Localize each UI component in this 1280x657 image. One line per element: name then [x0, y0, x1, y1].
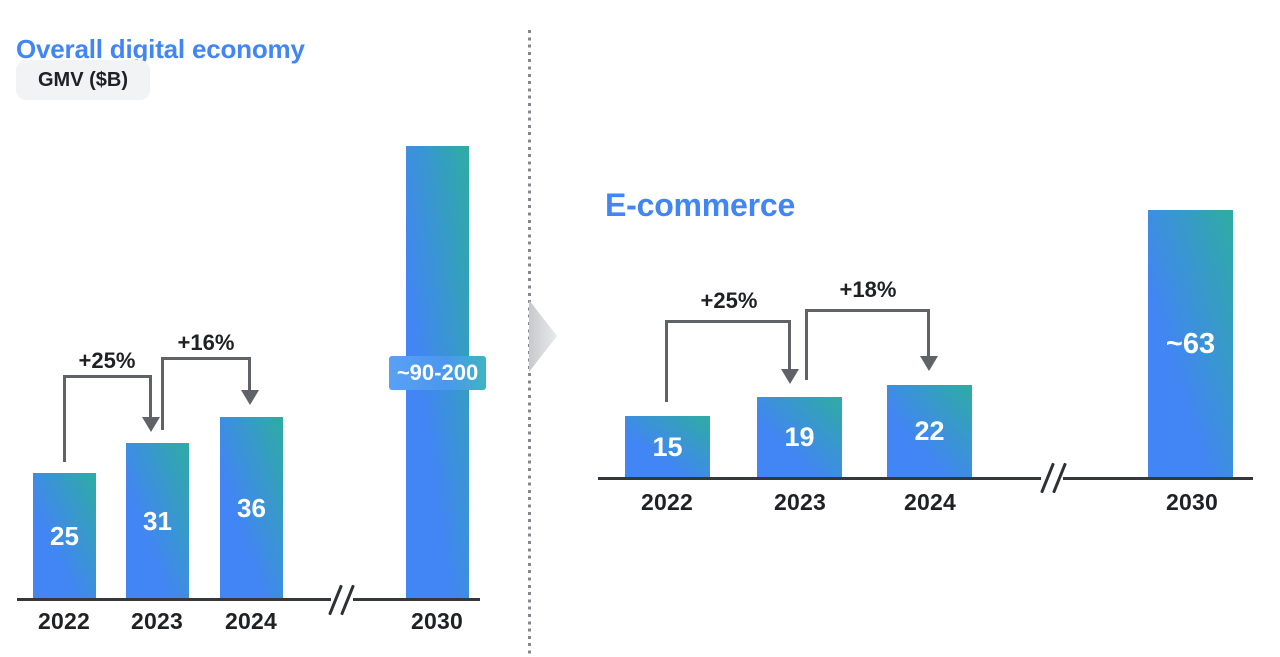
bar-value-label: 25 — [50, 521, 79, 551]
bar-overall-2030: ~90-200 — [388, 146, 487, 600]
bar-ecommerce-2024: 22 — [887, 385, 972, 478]
arrowhead-down-icon — [781, 369, 799, 384]
bracket-line — [805, 309, 930, 312]
bar-value-label: 36 — [237, 493, 266, 523]
x-tick-2023: 2023 — [131, 608, 183, 634]
chart-title-ecommerce: E-commerce — [605, 187, 796, 224]
arrowhead-down-icon — [241, 390, 259, 405]
growth-label: +16% — [177, 330, 235, 355]
bar-ecommerce-2030: ~63 — [1148, 210, 1233, 478]
x-tick-2024: 2024 — [904, 489, 956, 515]
x-tick-2022: 2022 — [38, 608, 90, 634]
bar-value-label: 19 — [784, 422, 815, 452]
gmv-unit-label: GMV ($B) — [38, 68, 128, 91]
bar-overall-2023: 31 — [126, 443, 189, 600]
bar-overall-2024: 36 — [220, 417, 283, 600]
bar-value-chip: ~90-200 — [388, 356, 487, 390]
x-axis-segment — [1063, 477, 1253, 480]
x-tick-2023: 2023 — [774, 489, 826, 515]
growth-label: +18% — [839, 277, 897, 302]
bracket-line — [161, 357, 251, 360]
chart-title-overall-digital-economy: Overall digital economy — [16, 34, 305, 65]
bar-value-label: 15 — [652, 431, 683, 462]
bar-ecommerce-2022: 15 — [625, 416, 710, 478]
x-axis-segment — [598, 477, 1041, 480]
bracket-line — [927, 309, 930, 357]
bar-value-label: 22 — [914, 416, 945, 446]
bar-value-label: ~63 — [1165, 327, 1216, 360]
x-axis-segment — [353, 598, 480, 601]
bracket-line — [805, 309, 808, 380]
x-tick-2030: 2030 — [411, 608, 463, 634]
bracket-line — [248, 357, 251, 391]
growth-label: +25% — [78, 348, 136, 373]
bracket-line — [665, 320, 668, 402]
bar-ecommerce-2023: 19 — [757, 397, 842, 478]
arrowhead-down-icon — [142, 417, 160, 432]
bar-value-label: 31 — [143, 506, 172, 536]
bracket-line — [788, 320, 791, 370]
bracket-line — [161, 357, 164, 430]
x-tick-2030: 2030 — [1166, 489, 1218, 515]
gmv-unit-badge: GMV ($B) — [16, 60, 150, 100]
x-tick-2022: 2022 — [641, 489, 693, 515]
bracket-line — [63, 375, 66, 462]
growth-label: +25% — [700, 288, 758, 313]
flow-arrow-icon — [529, 300, 557, 372]
bracket-line — [149, 375, 152, 418]
bar-overall-2022: 25 — [33, 473, 96, 600]
x-tick-2024: 2024 — [225, 608, 277, 634]
bracket-line — [63, 375, 152, 378]
arrowhead-down-icon — [920, 356, 938, 371]
bracket-line — [665, 320, 791, 323]
x-axis-segment — [17, 598, 331, 601]
